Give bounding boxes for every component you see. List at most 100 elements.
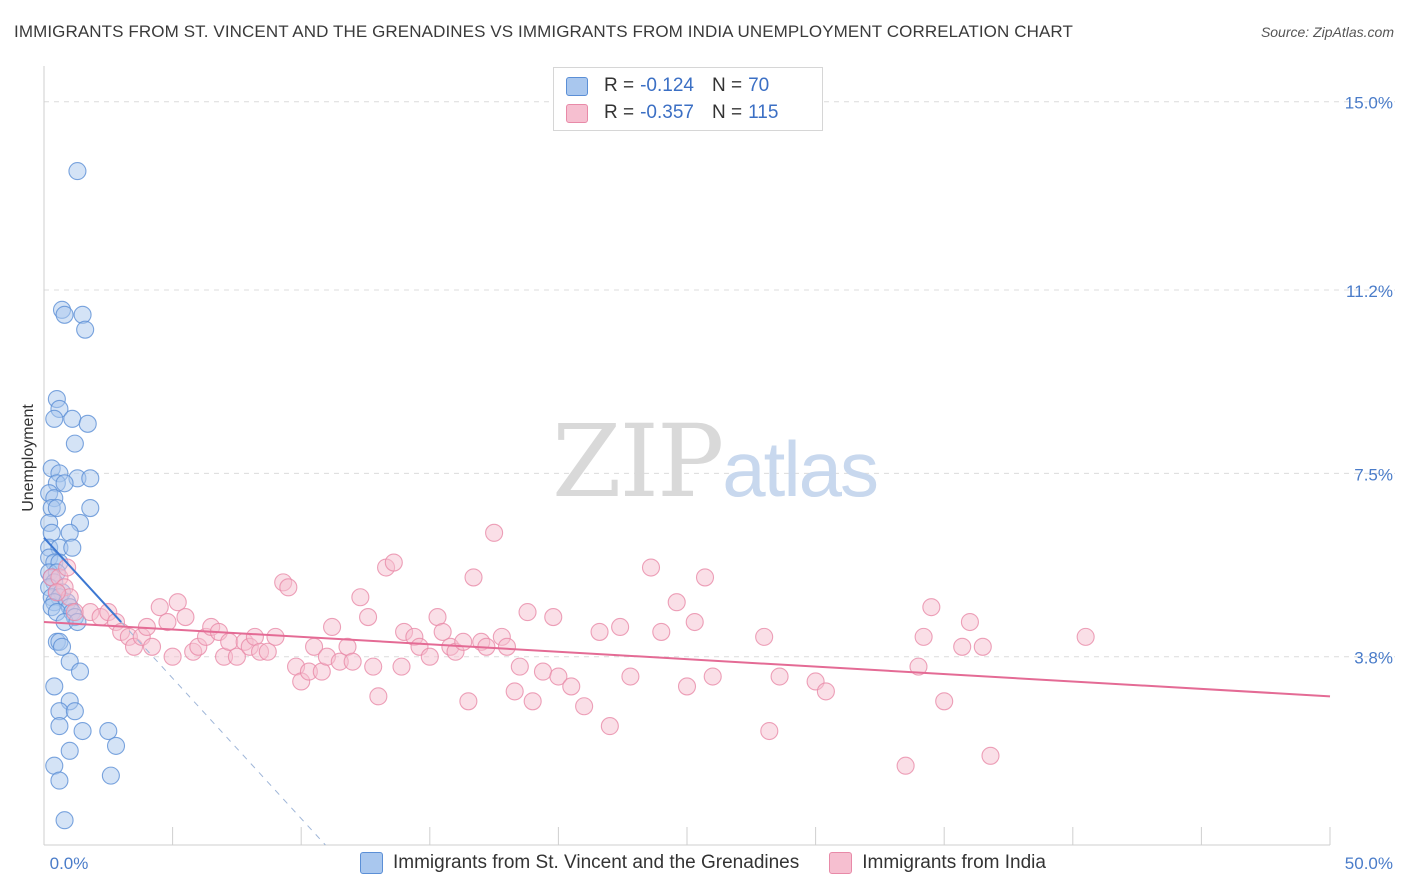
chart-title: IMMIGRANTS FROM ST. VINCENT AND THE GREN… [14,22,1073,41]
axis-layer [43,66,1331,846]
india-point [279,578,298,597]
stvincent-point [52,637,72,656]
legend-row-stvincent: R = -0.124 N = 70 [566,74,769,98]
legend-n-label: N = [711,102,743,123]
stvincent-point [73,305,92,324]
stvincent-point [106,736,126,755]
stvincent-point [78,414,97,433]
stvincent-point [70,662,90,681]
india-point [909,657,928,676]
india-point [981,746,1000,765]
grid-layer [44,101,1395,658]
stvincent-trend-line [43,537,122,623]
india-point [505,682,524,701]
india-point [392,657,411,676]
legend-swatch-stvincent [360,852,383,874]
india-point [497,637,517,656]
y-tick-label: 7.5% [1354,465,1393,484]
legend-n-value: 115 [748,102,779,123]
india-point [652,622,671,641]
y-tick-label: 15.0% [1345,94,1393,113]
trend-lines [43,537,1331,846]
india-point [685,612,704,632]
india-point [816,682,835,701]
legend-item-india: Immigrants from India [829,852,1046,874]
stvincent-point [50,771,69,790]
india-point [677,677,697,696]
india-point [384,553,403,572]
india-point [611,617,630,637]
legend-swatch-stvincent [566,76,588,96]
stvincent-point [81,469,100,488]
stvincent-point [73,721,92,741]
stvincent-point [45,409,64,428]
india-point [549,667,568,686]
india-point [641,558,661,577]
stvincent-point [99,721,118,741]
india-point [459,692,478,711]
legend-n-label: N = [711,75,743,96]
legend-r-value: -0.124 [640,75,694,96]
india-point [533,662,553,681]
watermark-zip: ZIP [552,403,724,520]
india-point [523,692,542,711]
india-point [266,627,285,646]
india-point [695,568,715,587]
india-point [1076,627,1095,646]
stvincent-point [50,717,69,736]
stvincent-point [45,677,64,696]
source-credit: Source: ZipAtlas.com [1260,24,1394,40]
india-point [703,667,722,686]
india-point [220,632,239,651]
watermark: ZIPatlas [552,403,879,520]
stvincent-point [47,499,66,518]
series-legend: Immigrants from St. Vincent and the Gren… [360,852,1076,874]
legend-label-india: Immigrants from India [862,852,1046,873]
india-trend-line [43,621,1331,698]
india-point [922,598,941,617]
stvincent-point [55,474,74,493]
india-point [953,637,972,656]
stvincent-point [65,434,84,453]
x-tick-label: 0.0% [50,854,89,873]
india-point [621,667,640,686]
y-axis-label: Unemployment [20,404,37,512]
india-point [667,593,686,612]
series-india-points [42,523,1095,775]
india-point [150,598,169,617]
legend-swatch-india [829,852,853,874]
stvincent-point [81,499,100,518]
india-point [258,642,277,661]
india-point [420,647,439,666]
india-point [323,617,342,637]
legend-r-label: R = [604,102,635,123]
india-point [485,523,504,542]
stvincent-point [60,523,79,542]
india-point [464,568,483,587]
india-point [755,627,774,646]
india-point [433,622,452,641]
india-point [510,657,529,676]
india-point [343,652,362,671]
stvincent-point [76,320,95,339]
india-point [960,612,979,632]
stvincent-point [101,766,120,785]
india-point [58,558,77,577]
stvincent-point [55,811,74,830]
y-tick-label: 11.2% [1346,282,1393,301]
correlation-legend: R = -0.124 N = 70 R = -0.357 N = 115 [553,67,823,131]
x-tick-label: 50.0% [1345,854,1393,873]
y-tick-label: 3.8% [1354,649,1393,668]
legend-swatch-india [566,103,588,123]
india-point [158,612,177,632]
stvincent-point [65,702,84,721]
india-point [168,593,187,612]
india-point [973,637,992,656]
stvincent-point [63,409,82,428]
watermark-atlas: atlas [722,425,879,513]
india-point [364,657,383,676]
x-tick-labels: 0.0% 50.0% [50,854,1393,873]
india-point [176,608,195,627]
stvincent-point [55,305,74,324]
